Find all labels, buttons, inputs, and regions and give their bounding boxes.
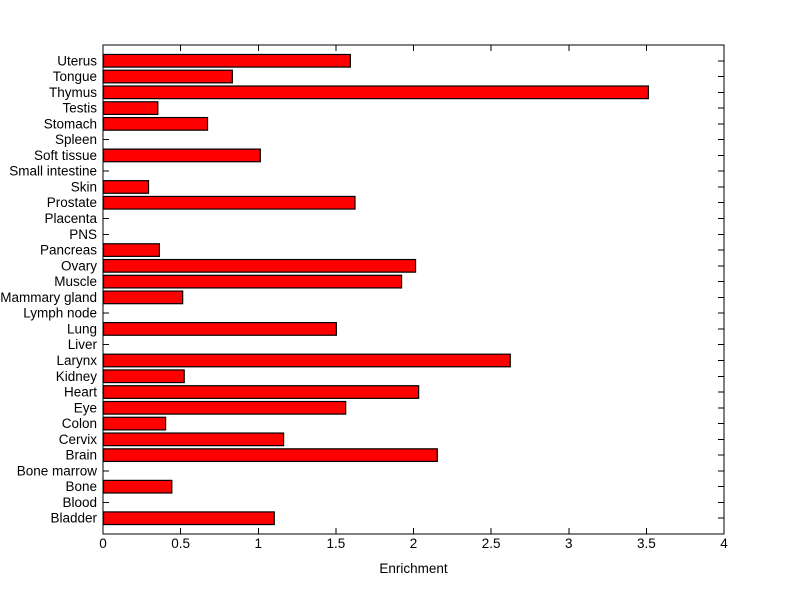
x-tick-label: 1 <box>254 536 262 551</box>
y-tick-label: Liver <box>68 337 98 352</box>
y-tick-label: Lung <box>67 321 97 336</box>
x-tick-label: 4 <box>720 536 728 551</box>
y-tick-label: Soft tissue <box>34 148 97 163</box>
bar-lung <box>102 322 337 336</box>
bar-larynx <box>102 353 511 368</box>
bar-cervix <box>102 432 285 447</box>
y-tick-label: Pancreas <box>40 243 97 258</box>
bar-prostate <box>102 195 356 210</box>
axis-labels-layer: 0 0.5 1 1.5 2 2.5 3 3.5 4 UterusTongueThymusTesti… <box>0 53 728 551</box>
y-tick-label: Ovary <box>61 258 97 273</box>
y-tick-label: Heart <box>64 385 97 400</box>
axis-box-layer <box>102 44 725 535</box>
x-tick-label: 3 <box>565 536 573 551</box>
bar-heart <box>102 385 420 399</box>
y-tick-label: Mammary gland <box>0 290 97 305</box>
bar-kidney <box>102 369 185 384</box>
y-tick-label: Thymus <box>49 85 97 100</box>
bar-testis <box>102 101 159 116</box>
bar-tongue <box>102 69 233 84</box>
x-tick-label: 0 <box>99 536 107 551</box>
bar-pancreas <box>102 243 160 257</box>
x-axis-label: Enrichment <box>379 561 448 576</box>
y-tick-label: Tongue <box>53 69 97 84</box>
bar-soft-tissue <box>102 148 261 163</box>
bar-ovary <box>102 258 417 273</box>
y-tick-label: Spleen <box>55 132 97 147</box>
bar-brain <box>102 448 438 463</box>
bar-muscle <box>102 274 403 289</box>
bar-bladder <box>102 511 275 526</box>
y-tick-label: Kidney <box>56 369 98 384</box>
y-tick-label: Bone <box>65 479 97 494</box>
y-tick-label: Muscle <box>54 274 97 289</box>
y-tick-label: Small intestine <box>9 164 97 179</box>
y-tick-label: Blood <box>62 495 97 510</box>
bars-layer <box>102 53 650 526</box>
y-tick-label: Brain <box>65 448 97 463</box>
y-tick-label: Skin <box>71 179 97 194</box>
x-tick-label: 2.5 <box>482 536 501 551</box>
y-tick-label: Uterus <box>57 53 97 68</box>
y-tick-label: Bone marrow <box>17 463 98 478</box>
bar-eye <box>102 400 347 415</box>
bar-uterus <box>102 53 351 68</box>
y-tick-label: Stomach <box>44 116 97 131</box>
y-tick-label: Bladder <box>50 511 97 526</box>
plot-box <box>102 44 725 535</box>
y-tick-label: Colon <box>62 416 97 431</box>
y-tick-label: Lymph node <box>23 306 97 321</box>
y-tick-label: Placenta <box>44 211 97 226</box>
y-tick-label: PNS <box>69 227 97 242</box>
bar-bone <box>102 479 173 494</box>
bar-skin <box>102 180 150 194</box>
y-tick-label: Eye <box>74 400 97 415</box>
x-tick-label: 2 <box>410 536 418 551</box>
x-tick-label: 3.5 <box>637 536 656 551</box>
bar-mammary-gland <box>102 290 184 305</box>
bar-thymus <box>102 85 650 100</box>
x-tick-label: 1.5 <box>326 536 345 551</box>
x-tick-label: 0.5 <box>171 536 190 551</box>
bar-colon <box>102 416 167 431</box>
y-tick-label: Testis <box>62 101 97 116</box>
y-tick-label: Larynx <box>56 353 97 368</box>
bar-stomach <box>102 116 209 131</box>
y-tick-label: Cervix <box>59 432 98 447</box>
y-tick-label: Prostate <box>47 195 97 210</box>
